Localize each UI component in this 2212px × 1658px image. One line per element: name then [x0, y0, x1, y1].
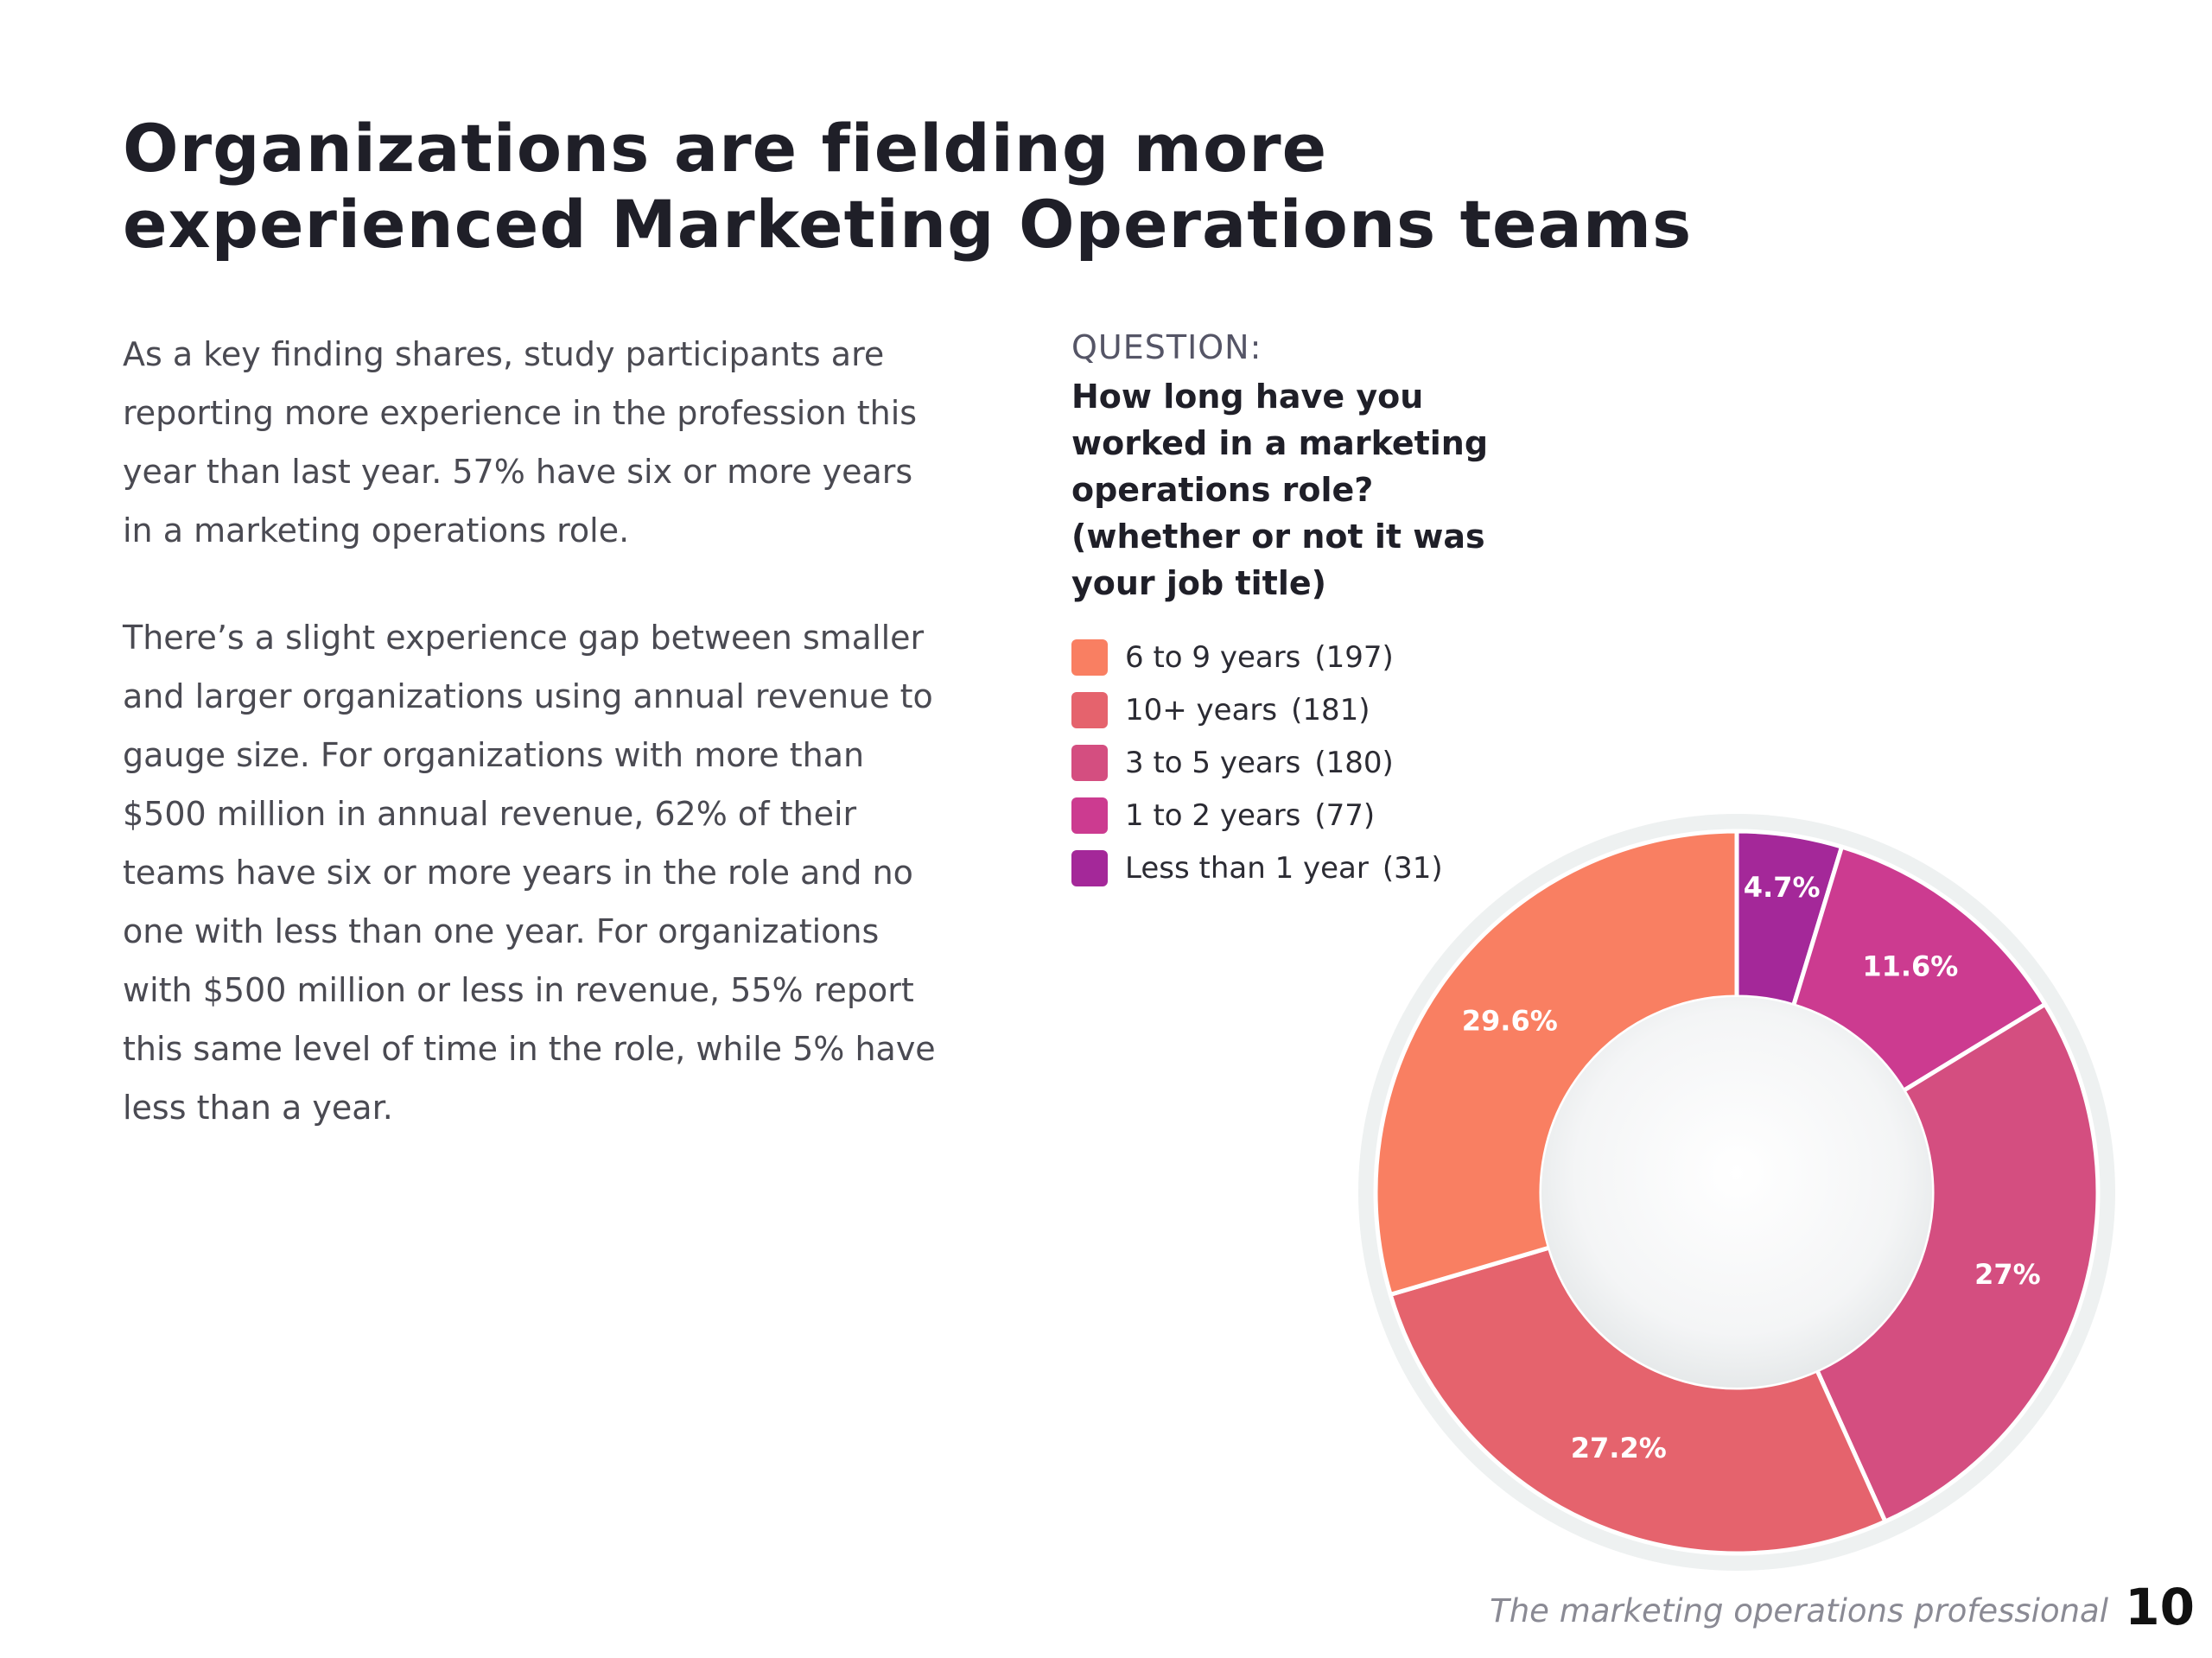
legend-count: (180) — [1314, 745, 1394, 780]
donut-label-1-to-2-years: 11.6% — [1862, 950, 1958, 983]
chart-legend: 6 to 9 years (197) 10+ years (181) 3 to … — [1071, 631, 1443, 894]
legend-label: Less than 1 year — [1125, 850, 1369, 886]
legend-count: (77) — [1314, 797, 1376, 833]
legend-label: 3 to 5 years — [1125, 745, 1301, 780]
question-text: How long have you worked in a marketing … — [1071, 378, 1489, 602]
donut-label-3-to-5-years: 27% — [1974, 1258, 2041, 1291]
page-number: 10 — [2125, 1578, 2195, 1636]
body-text: As a key finding shares, study participa… — [123, 325, 952, 1185]
donut-label-6-to-9-years: 29.6% — [1462, 1005, 1558, 1038]
legend-swatch — [1071, 744, 1108, 781]
legend-item-less-than-1-year: Less than 1 year (31) — [1071, 842, 1443, 894]
legend-label: 6 to 9 years — [1125, 639, 1301, 675]
donut-chart: 4.7% 11.6% 27% 27.2% 29.6% — [1358, 814, 2115, 1571]
legend-swatch — [1071, 849, 1108, 886]
legend-count: (31) — [1382, 850, 1443, 886]
body-paragraph-1: As a key finding shares, study participa… — [123, 335, 918, 549]
donut-slice-labels: 4.7% 11.6% 27% 27.2% 29.6% — [1462, 871, 2041, 1464]
donut-label-10-plus-years: 27.2% — [1571, 1432, 1667, 1464]
title-line-1: Organizations are fielding more — [123, 110, 1328, 187]
legend-item-6-to-9-years: 6 to 9 years (197) — [1071, 631, 1443, 683]
legend-swatch — [1071, 691, 1108, 728]
legend-count: (181) — [1291, 692, 1370, 727]
donut-label-less-than-1-year: 4.7% — [1744, 871, 1821, 904]
legend-item-10-plus-years: 10+ years (181) — [1071, 683, 1443, 736]
legend-label: 10+ years — [1125, 692, 1278, 727]
legend-swatch — [1071, 797, 1108, 834]
donut-slices — [1373, 829, 2101, 1556]
legend-item-3-to-5-years: 3 to 5 years (180) — [1071, 736, 1443, 789]
donut-hole — [1541, 997, 1932, 1388]
legend-count: (197) — [1314, 639, 1394, 675]
question-label: QUESTION: — [1071, 328, 1262, 366]
title-line-2: experienced Marketing Operations teams — [123, 186, 1693, 263]
page-title: Organizations are fielding more experien… — [123, 111, 1851, 263]
legend-swatch — [1071, 638, 1108, 676]
legend-item-1-to-2-years: 1 to 2 years (77) — [1071, 789, 1443, 842]
footer-report-title: The marketing operations professional — [1490, 1592, 2108, 1629]
legend-label: 1 to 2 years — [1125, 797, 1301, 833]
body-paragraph-2: There’s a slight experience gap between … — [123, 619, 936, 1127]
